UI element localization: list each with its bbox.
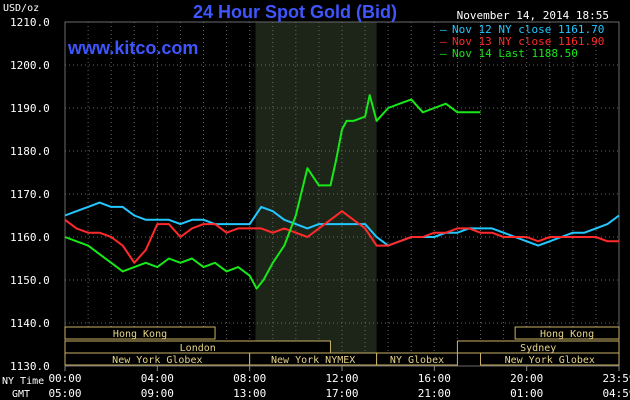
x-tick-label-ny: 23:59 xyxy=(602,372,630,385)
y-tick-label: 1170.0 xyxy=(10,188,50,201)
gmt-axis-label: GMT xyxy=(12,389,30,400)
session-label: New York NYMEX xyxy=(271,355,355,366)
legend-label-nov13: Nov 13 NY close 1161.90 xyxy=(452,35,604,48)
x-tick-label-ny: 12:00 xyxy=(325,372,358,385)
legend-label-nov14: Nov 14 Last 1188.50 xyxy=(452,47,578,60)
session-label: Hong Kong xyxy=(113,329,167,340)
legend: – Nov 12 NY close 1161.70 – Nov 13 NY cl… xyxy=(440,23,604,60)
chart-title: 24 Hour Spot Gold (Bid) xyxy=(193,2,397,22)
legend-marker-nov14: – xyxy=(440,47,447,60)
session-label: New York Globex xyxy=(505,355,595,366)
y-tick-label: 1160.0 xyxy=(10,231,50,244)
x-tick-label-ny: 08:00 xyxy=(233,372,266,385)
legend-label-nov12: Nov 12 NY close 1161.70 xyxy=(452,23,604,36)
session-bar xyxy=(64,326,216,340)
x-tick-label-ny: 16:00 xyxy=(418,372,451,385)
series-line-1 xyxy=(64,201,620,247)
x-tick-label-ny: 00:00 xyxy=(48,372,81,385)
x-tick-label-gmt: 01:00 xyxy=(510,387,543,400)
x-tick-label-ny: 04:00 xyxy=(141,372,174,385)
session-label: Hong Kong xyxy=(540,329,594,340)
series-line-3 xyxy=(64,94,481,290)
site-watermark: www.kitco.com xyxy=(67,38,198,58)
y-tick-label: 1130.0 xyxy=(10,360,50,373)
x-tick-label-gmt: 09:00 xyxy=(141,387,174,400)
x-tick-label-gmt: 17:00 xyxy=(325,387,358,400)
ny-time-axis-label: NY Time xyxy=(2,376,44,387)
legend-marker-nov12: – xyxy=(440,23,447,36)
x-tick-label-ny: 20:00 xyxy=(510,372,543,385)
session-bar xyxy=(514,326,620,340)
session-label: Sydney xyxy=(520,343,556,354)
session-label: NY Globex xyxy=(390,355,444,366)
datetime-label: November 14, 2014 18:55 xyxy=(457,9,609,22)
y-tick-label: 1150.0 xyxy=(10,274,50,287)
x-tick-label-gmt: 04:59 xyxy=(602,387,630,400)
nymex-highlight-band xyxy=(255,22,377,366)
legend-marker-nov13: – xyxy=(440,35,447,48)
y-tick-label: 1210.0 xyxy=(10,16,50,29)
session-label: New York Globex xyxy=(112,355,202,366)
x-tick-label-gmt: 21:00 xyxy=(418,387,451,400)
y-tick-label: 1200.0 xyxy=(10,59,50,72)
x-tick-label-gmt: 05:00 xyxy=(48,387,81,400)
x-tick-label-gmt: 13:00 xyxy=(233,387,266,400)
y-tick-label: 1140.0 xyxy=(10,317,50,330)
y-unit-label: USD/oz xyxy=(3,3,39,14)
y-tick-label: 1190.0 xyxy=(10,102,50,115)
y-tick-label: 1180.0 xyxy=(10,145,50,158)
series-line-2 xyxy=(64,210,619,264)
session-label: London xyxy=(180,343,216,354)
session-bar xyxy=(376,352,458,366)
session-bar xyxy=(480,352,620,366)
